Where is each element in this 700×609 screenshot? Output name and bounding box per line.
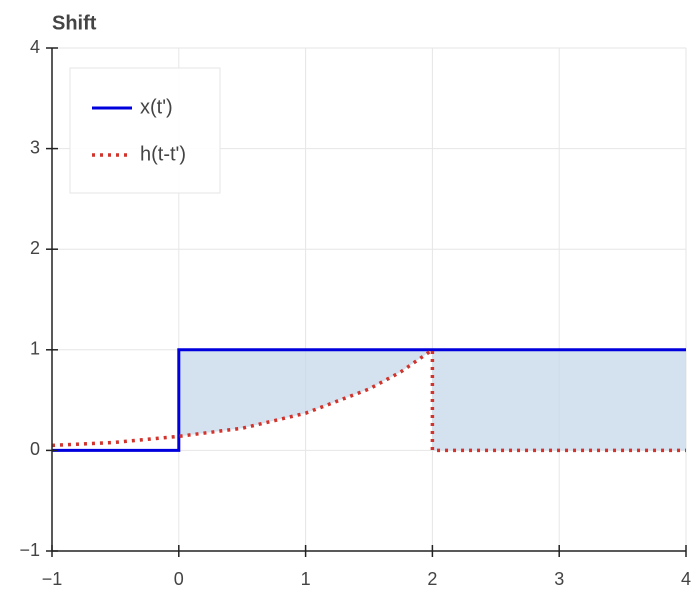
chart-title: Shift	[52, 12, 97, 34]
y-tick-label: 3	[30, 137, 40, 157]
y-tick-label: 4	[30, 37, 40, 57]
x-tick-label: 1	[301, 569, 311, 589]
legend-box	[69, 67, 221, 194]
x-tick-label: 4	[681, 569, 691, 589]
x-tick-label: 0	[174, 569, 184, 589]
legend-label: h(t-t')	[140, 143, 186, 165]
series-line	[51, 346, 686, 453]
x-tick-label: 2	[427, 569, 437, 589]
y-tick-label: 0	[30, 439, 40, 459]
y-tick-label: 2	[30, 238, 40, 258]
x-tick-label: 3	[554, 569, 564, 589]
series-line	[52, 348, 686, 452]
legend-label: x(t')	[140, 96, 173, 118]
x-tick-label: −1	[42, 569, 63, 589]
fill-between	[52, 349, 686, 451]
y-tick-label: 1	[30, 339, 40, 359]
y-tick-label: −1	[19, 540, 40, 560]
